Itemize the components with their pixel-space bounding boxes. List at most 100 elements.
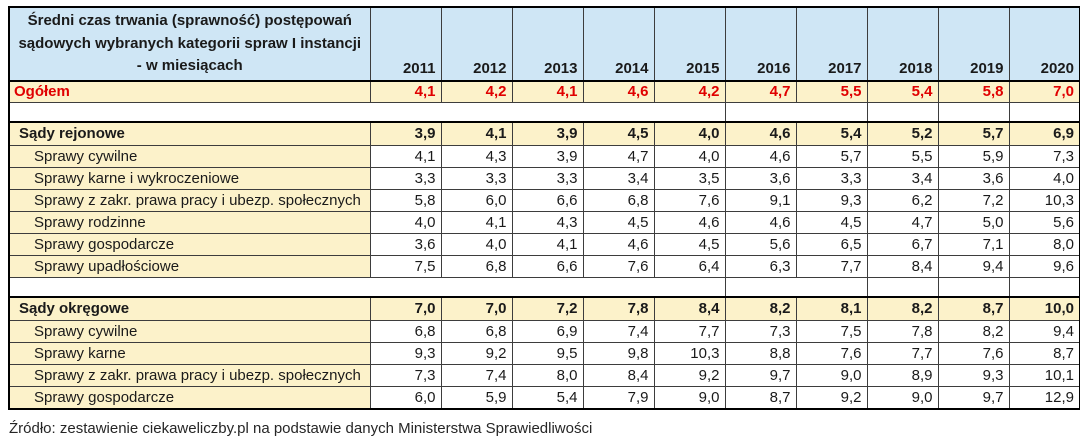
value-cell: 9,4 <box>937 255 1010 278</box>
court-duration-table: Średni czas trwania (sprawność) postępow… <box>8 6 1080 410</box>
value-cell: 7,0 <box>1008 80 1080 103</box>
empty-cell <box>796 277 867 297</box>
table-row: Sprawy karne 9,3 9,2 9,5 9,8 10,3 8,8 7,6 7,7 7,6… <box>8 342 1080 365</box>
value-cell: 6,4 <box>653 255 726 278</box>
value-cell: 6,2 <box>866 189 939 212</box>
table-row: Sądy okręgowe 7,0 7,0 7,2 7,8 8,4 8,2 8,1 8,2 8,7… <box>8 295 1080 321</box>
empty-cell <box>866 102 938 122</box>
value-cell: 5,6 <box>724 233 797 256</box>
row-label: Sprawy karne i wykroczeniowe <box>8 167 371 190</box>
value-cell: 6,8 <box>440 320 513 343</box>
value-cell: 7,5 <box>795 320 868 343</box>
value-cell: 7,3 <box>369 364 442 387</box>
table-row: Sprawy cywilne 4,1 4,3 3,9 4,7 4,0 4,6 5,7 5,5 5,… <box>8 145 1080 168</box>
value-cell: 10,3 <box>653 342 726 365</box>
value-cell: 9,0 <box>795 364 868 387</box>
row-label: Sądy okręgowe <box>8 295 371 321</box>
value-cell: 7,6 <box>795 342 868 365</box>
value-cell: 7,8 <box>582 295 655 321</box>
row-label: Sprawy rodzinne <box>8 211 371 234</box>
value-cell: 4,5 <box>795 211 868 234</box>
value-cell: 4,0 <box>1008 167 1080 190</box>
value-cell: 5,0 <box>937 211 1010 234</box>
value-cell: 8,7 <box>1008 342 1080 365</box>
row-label: Sprawy upadłościowe <box>8 255 371 278</box>
value-cell: 10,3 <box>1008 189 1080 212</box>
empty-cell <box>441 277 512 297</box>
year-header: 2020 <box>1008 6 1080 82</box>
row-label: Sprawy gospodarcze <box>8 386 371 409</box>
empty-cell <box>724 277 796 297</box>
value-cell: 3,3 <box>795 167 868 190</box>
row-label: Sądy rejonowe <box>8 120 371 146</box>
value-cell: 7,9 <box>582 386 655 409</box>
value-cell: 4,1 <box>440 211 513 234</box>
value-cell: 4,1 <box>440 120 513 146</box>
value-cell: 7,3 <box>1008 145 1080 168</box>
value-cell: 7,0 <box>440 295 513 321</box>
value-cell: 4,5 <box>653 233 726 256</box>
value-cell: 9,0 <box>653 386 726 409</box>
value-cell: 8,1 <box>795 295 868 321</box>
value-cell: 9,3 <box>937 364 1010 387</box>
empty-cell <box>583 277 654 297</box>
value-cell: 9,2 <box>795 386 868 409</box>
value-cell: 12,9 <box>1008 386 1080 409</box>
value-cell: 9,5 <box>511 342 584 365</box>
table-row: Sprawy cywilne 6,8 6,8 6,9 7,4 7,7 7,3 7,5 7,8 8,… <box>8 320 1080 343</box>
value-cell: 8,7 <box>724 386 797 409</box>
value-cell: 10,1 <box>1008 364 1080 387</box>
value-cell: 5,6 <box>1008 211 1080 234</box>
value-cell: 5,5 <box>795 80 868 103</box>
value-cell: 6,0 <box>369 386 442 409</box>
value-cell: 7,8 <box>866 320 939 343</box>
header-row: Średni czas trwania (sprawność) postępow… <box>8 6 1080 82</box>
value-cell: 3,6 <box>937 167 1010 190</box>
value-cell: 3,4 <box>582 167 655 190</box>
value-cell: 10,0 <box>1008 295 1080 321</box>
value-cell: 9,0 <box>866 386 939 409</box>
value-cell: 7,4 <box>440 364 513 387</box>
value-cell: 4,1 <box>369 80 442 103</box>
year-header: 2015 <box>653 6 726 82</box>
value-cell: 3,6 <box>724 167 797 190</box>
value-cell: 6,8 <box>582 189 655 212</box>
value-cell: 8,9 <box>866 364 939 387</box>
table-header: Średni czas trwania (sprawność) postępow… <box>8 6 1080 82</box>
empty-cell <box>937 277 1009 297</box>
value-cell: 9,6 <box>1008 255 1080 278</box>
value-cell: 6,9 <box>511 320 584 343</box>
year-header: 2013 <box>511 6 584 82</box>
value-cell: 3,3 <box>369 167 442 190</box>
value-cell: 8,0 <box>511 364 584 387</box>
value-cell: 9,2 <box>440 342 513 365</box>
value-cell: 3,6 <box>369 233 442 256</box>
value-cell: 8,4 <box>866 255 939 278</box>
value-cell: 6,5 <box>795 233 868 256</box>
value-cell: 7,2 <box>937 189 1010 212</box>
value-cell: 7,1 <box>937 233 1010 256</box>
year-header: 2019 <box>937 6 1010 82</box>
value-cell: 7,0 <box>369 295 442 321</box>
value-cell: 4,1 <box>511 233 584 256</box>
value-cell: 6,8 <box>440 255 513 278</box>
table-row: Sprawy z zakr. prawa pracy i ubezp. społ… <box>8 364 1080 387</box>
value-cell: 7,7 <box>795 255 868 278</box>
value-cell: 5,4 <box>511 386 584 409</box>
value-cell: 5,9 <box>440 386 513 409</box>
value-cell: 8,7 <box>937 295 1010 321</box>
spacer-row <box>9 102 1080 122</box>
value-cell: 5,5 <box>866 145 939 168</box>
empty-cell <box>866 277 938 297</box>
value-cell: 8,8 <box>724 342 797 365</box>
empty-cell <box>512 102 583 122</box>
value-cell: 4,3 <box>511 211 584 234</box>
table-row: Sprawy upadłościowe 7,5 6,8 6,6 7,6 6,4 6,3 7,7… <box>8 255 1080 278</box>
empty-cell <box>654 277 725 297</box>
year-header: 2014 <box>582 6 655 82</box>
value-cell: 3,9 <box>369 120 442 146</box>
value-cell: 6,6 <box>511 255 584 278</box>
value-cell: 5,8 <box>937 80 1010 103</box>
value-cell: 3,9 <box>511 120 584 146</box>
empty-cell <box>583 102 654 122</box>
